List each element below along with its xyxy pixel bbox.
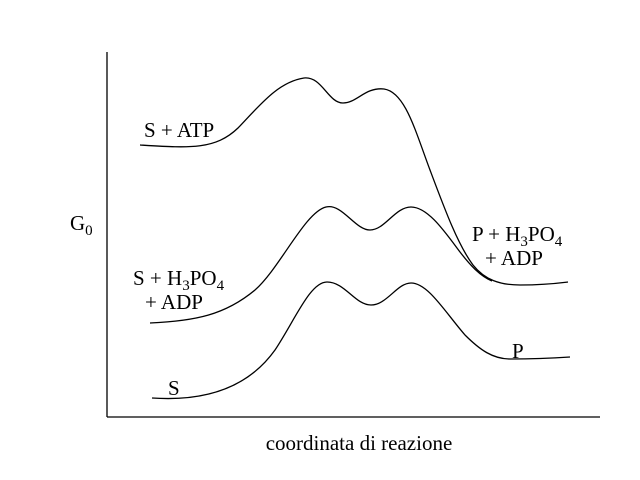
label-p-h3po4-pre: P + H bbox=[472, 222, 520, 246]
label-s-h3po4-mid: PO bbox=[190, 266, 217, 290]
curve-s-phosphate bbox=[149, 206, 493, 324]
label-s: S bbox=[168, 376, 180, 400]
curve-s-p bbox=[151, 281, 571, 400]
label-p-h3po4-mid: PO bbox=[528, 222, 555, 246]
label-p-h3po4: P + H3PO4 bbox=[472, 222, 563, 250]
label-s-h3po4-sub2: 4 bbox=[217, 278, 225, 294]
curve-s-atp bbox=[139, 77, 569, 286]
label-p-adp: + ADP bbox=[485, 246, 543, 270]
label-p-h3po4-sub1: 3 bbox=[520, 234, 528, 250]
y-axis-label: G0 bbox=[70, 211, 93, 239]
y-axis-label-sub: 0 bbox=[85, 223, 93, 239]
y-axis-label-main: G bbox=[70, 211, 85, 235]
label-p-h3po4-sub2: 4 bbox=[555, 234, 563, 250]
label-s-h3po4-sub1: 3 bbox=[182, 278, 190, 294]
label-s-h3po4: S + H3PO4 bbox=[133, 266, 225, 294]
x-axis-label: coordinata di reazione bbox=[266, 431, 453, 455]
label-p: P bbox=[512, 339, 524, 363]
label-s-atp: S + ATP bbox=[144, 118, 214, 142]
label-s-h3po4-pre: S + H bbox=[133, 266, 182, 290]
label-s-adp: + ADP bbox=[145, 290, 203, 314]
